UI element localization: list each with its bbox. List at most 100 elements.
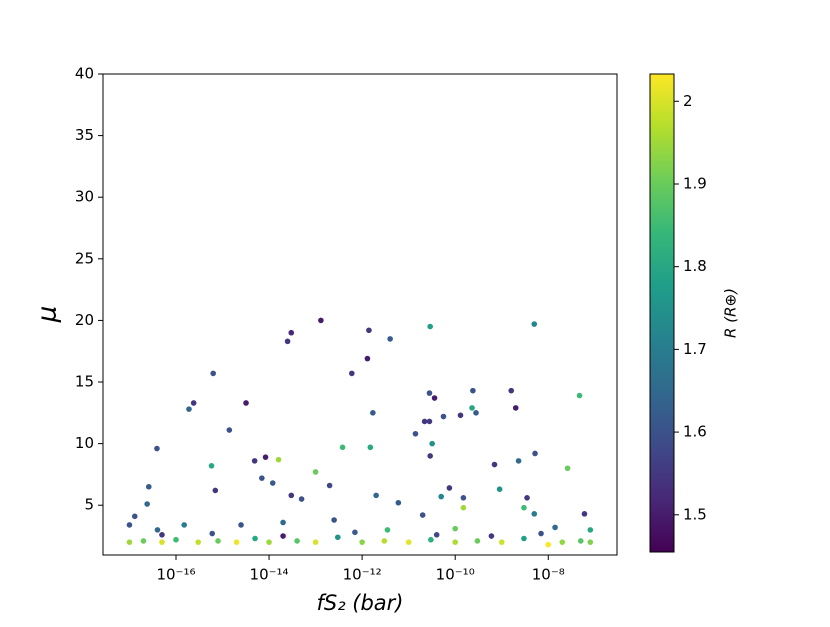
- y-tick-label: 25: [75, 249, 94, 267]
- point: [226, 427, 233, 433]
- point: [243, 400, 249, 406]
- point: [564, 465, 571, 472]
- point: [440, 413, 447, 420]
- colorbar-tick-label: 1.7: [683, 340, 707, 358]
- point: [280, 533, 286, 539]
- point: [577, 538, 584, 544]
- point: [154, 527, 161, 533]
- point: [531, 321, 538, 327]
- point: [284, 338, 291, 345]
- point: [473, 410, 479, 416]
- point: [366, 327, 372, 334]
- point: [426, 418, 433, 425]
- point: [331, 517, 337, 523]
- point: [262, 454, 269, 460]
- point: [154, 445, 160, 452]
- point: [339, 444, 346, 451]
- point: [181, 522, 187, 528]
- point: [359, 539, 365, 545]
- y-tick-label: 20: [75, 311, 94, 329]
- point: [259, 475, 265, 481]
- point: [275, 456, 282, 463]
- point: [421, 418, 428, 425]
- point: [488, 533, 495, 539]
- point: [144, 501, 150, 507]
- point: [412, 430, 419, 437]
- point: [367, 444, 374, 451]
- colorbar-tick-label: 1.5: [683, 505, 707, 523]
- point: [587, 539, 594, 545]
- point: [438, 493, 444, 500]
- point: [419, 512, 426, 518]
- point: [433, 531, 440, 538]
- point: [209, 530, 216, 537]
- point: [173, 536, 179, 543]
- point: [381, 538, 388, 544]
- point: [186, 406, 192, 412]
- point: [384, 527, 391, 533]
- point: [581, 511, 588, 517]
- point: [266, 539, 272, 545]
- y-tick-label: 15: [75, 373, 94, 391]
- x-tick-label: 10⁻¹⁶: [156, 566, 195, 584]
- point: [446, 485, 453, 491]
- point: [294, 538, 300, 544]
- point: [538, 530, 544, 537]
- point: [587, 527, 594, 533]
- point: [512, 405, 519, 411]
- point: [312, 539, 319, 545]
- point: [428, 536, 434, 543]
- x-tick-label: 10⁻⁸: [532, 566, 565, 584]
- point: [452, 525, 458, 532]
- point: [552, 524, 558, 531]
- point: [318, 317, 324, 324]
- x-axis-label: fS₂ (bar): [316, 591, 403, 615]
- colorbar-tick-label: 2: [683, 92, 693, 110]
- x-tick-label: 10⁻¹⁰: [436, 566, 475, 584]
- point: [352, 529, 358, 536]
- point: [195, 539, 201, 545]
- colorbar-tick-label: 1.6: [683, 423, 707, 441]
- point: [469, 405, 475, 411]
- point: [251, 458, 258, 464]
- point: [474, 538, 481, 544]
- point: [532, 450, 538, 457]
- point: [524, 495, 530, 501]
- point: [140, 538, 147, 544]
- point: [460, 504, 467, 511]
- point: [215, 538, 221, 544]
- point: [427, 323, 433, 330]
- point: [252, 535, 258, 542]
- point: [508, 387, 515, 394]
- point: [238, 522, 244, 528]
- point: [491, 461, 498, 468]
- point: [288, 492, 295, 499]
- point: [559, 539, 566, 545]
- point: [364, 355, 371, 362]
- point: [131, 513, 138, 520]
- point: [288, 329, 295, 336]
- point: [373, 492, 379, 499]
- plot-frame: [102, 73, 618, 556]
- y-tick-label: 30: [75, 188, 94, 206]
- point: [210, 370, 216, 377]
- point: [190, 400, 197, 406]
- point: [208, 462, 215, 469]
- point: [427, 453, 433, 459]
- point: [387, 336, 393, 342]
- point: [521, 535, 527, 542]
- point: [233, 539, 240, 545]
- point: [326, 482, 333, 489]
- x-tick-label: 10⁻¹⁴: [250, 566, 289, 584]
- point: [470, 387, 476, 394]
- point: [159, 531, 165, 538]
- colorbar-tick-label: 1.9: [683, 174, 707, 192]
- point: [498, 539, 505, 545]
- point: [531, 511, 538, 517]
- point: [457, 412, 464, 419]
- point: [159, 539, 165, 545]
- point: [334, 534, 341, 541]
- point: [460, 495, 467, 501]
- point: [515, 458, 522, 464]
